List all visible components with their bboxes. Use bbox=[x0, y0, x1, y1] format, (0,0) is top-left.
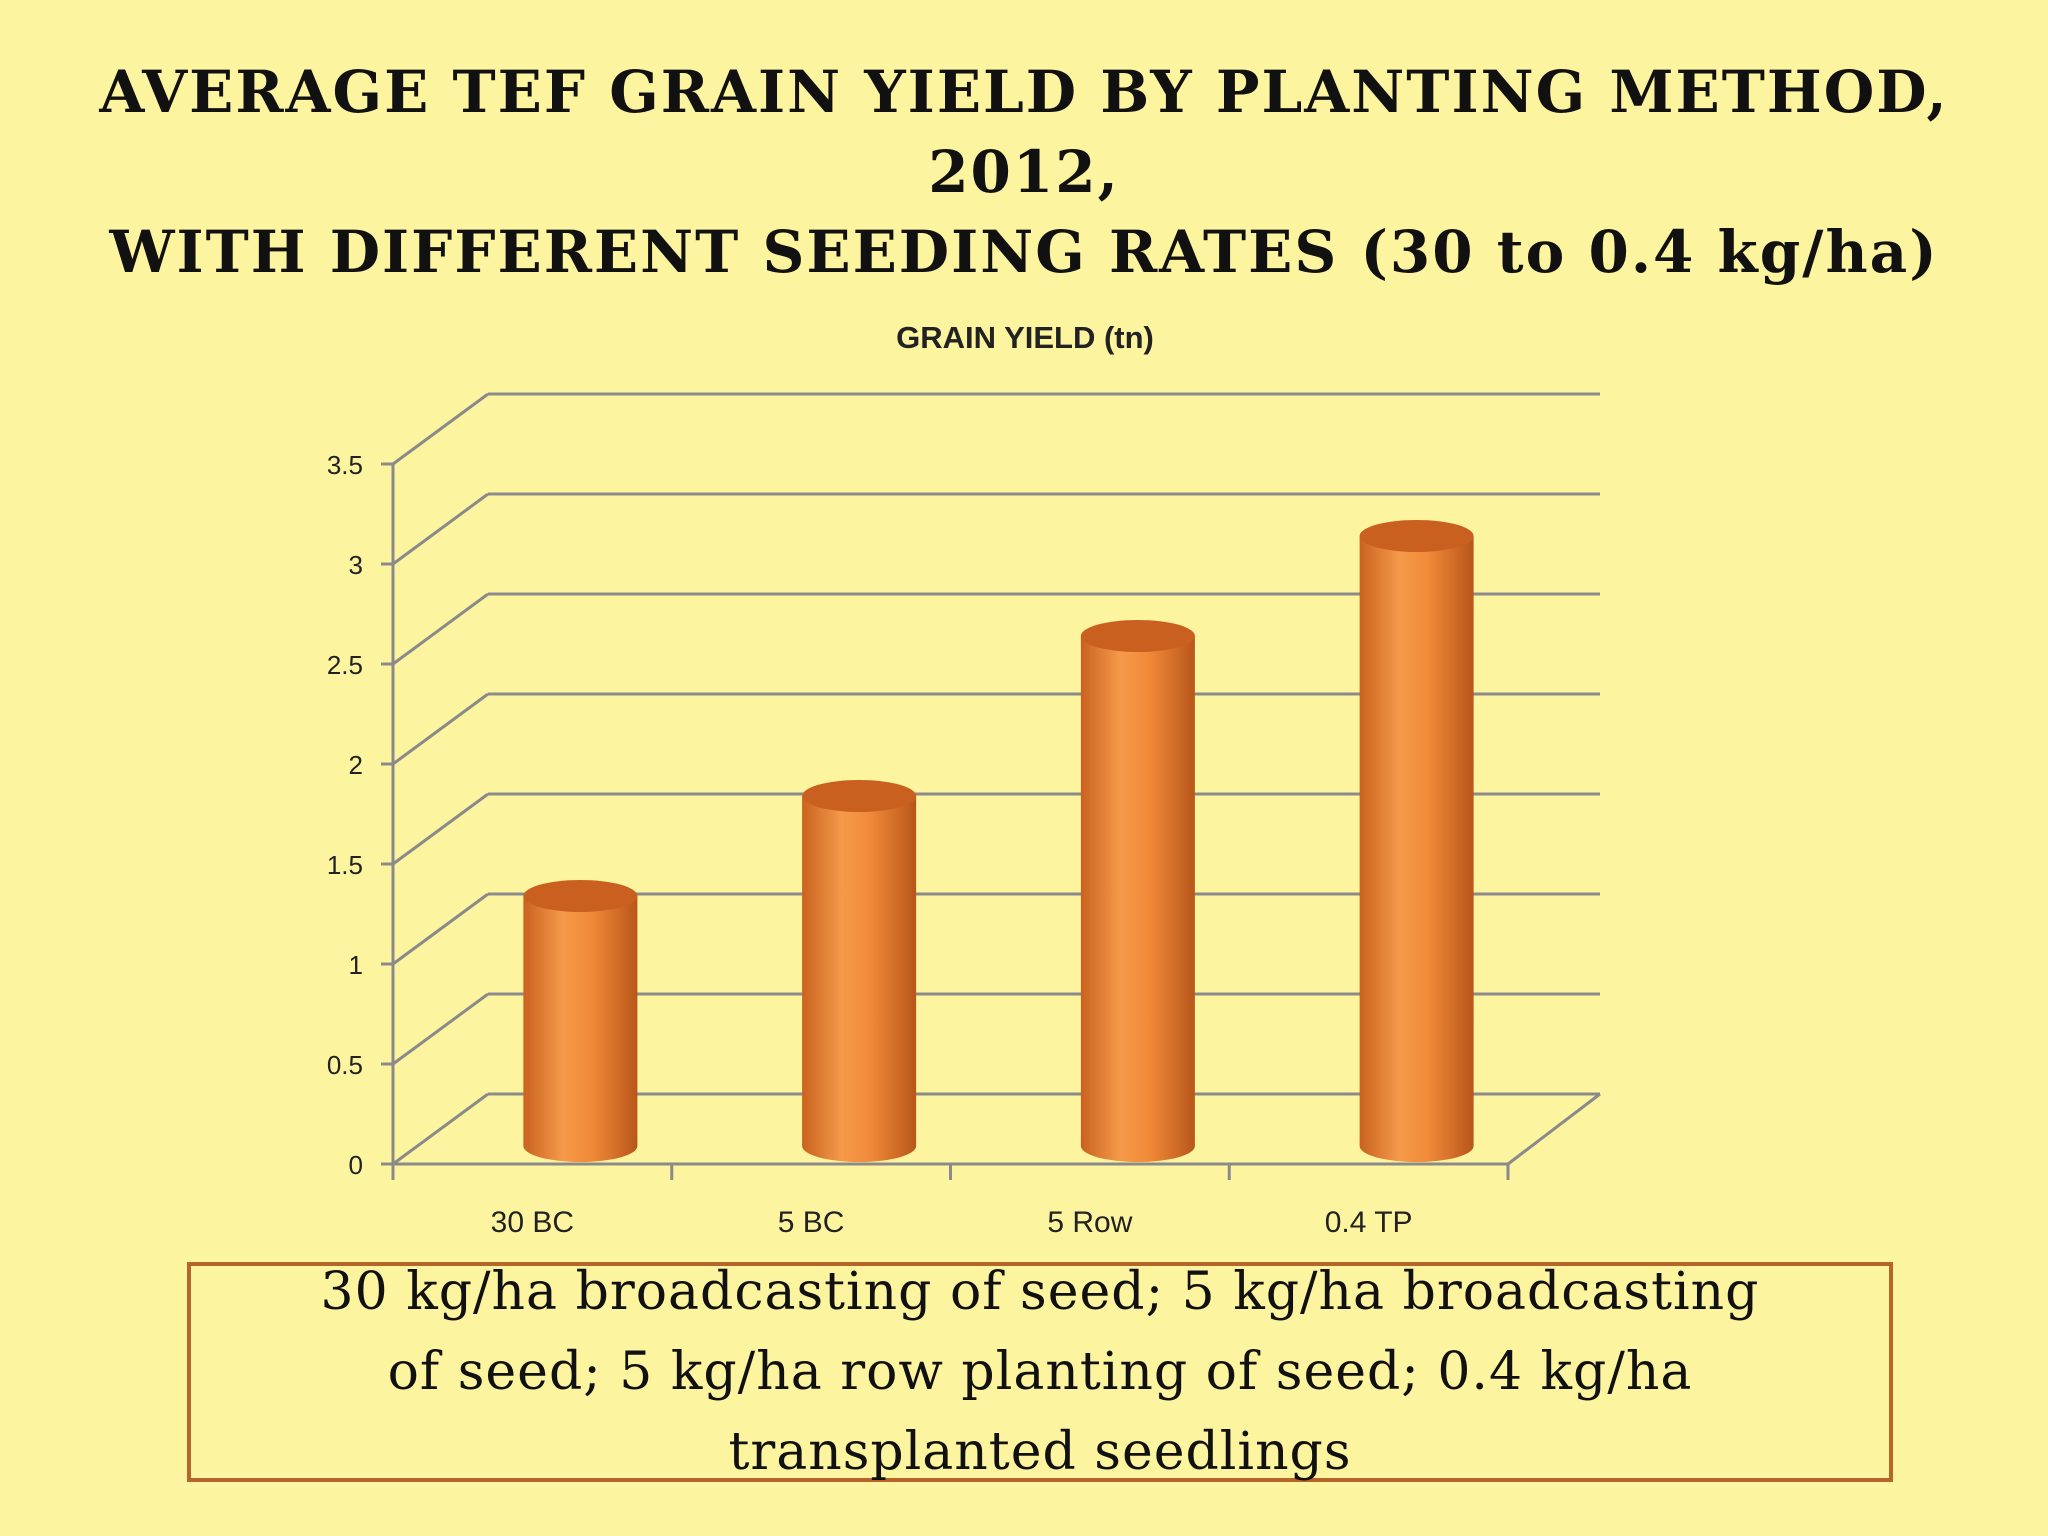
chart-title: GRAIN YIELD (tn) bbox=[896, 320, 1154, 355]
bar bbox=[1359, 520, 1474, 1162]
y-tick-label: 2 bbox=[349, 750, 363, 780]
bar-top bbox=[1080, 620, 1195, 652]
bar-top bbox=[1359, 520, 1474, 552]
bar-body bbox=[1080, 636, 1195, 1162]
gridline-side bbox=[392, 492, 489, 566]
gridline-side bbox=[392, 1092, 489, 1166]
y-tick-label: 1 bbox=[349, 950, 363, 980]
bar-chart: GRAIN YIELD (tn) 0 0.5 1 1.5 2 2.5 3 3.5 30 BC 5 … bbox=[327, 320, 1601, 1239]
gridline-side bbox=[392, 392, 489, 466]
caption-text: 30 kg/ha broadcasting of seed; 5 kg/ha b… bbox=[320, 1262, 1760, 1482]
slide-title: AVERAGE TEF GRAIN YIELD BY PLANTING METH… bbox=[0, 52, 2048, 292]
title-line-1: AVERAGE TEF GRAIN YIELD BY PLANTING METH… bbox=[99, 58, 1949, 126]
floor-edge bbox=[1507, 1092, 1601, 1166]
x-tick-label: 30 BC bbox=[491, 1206, 574, 1239]
y-tick-label: 1.5 bbox=[327, 850, 363, 880]
gridline-side bbox=[392, 792, 489, 866]
bar bbox=[802, 780, 917, 1162]
x-tick-label: 5 BC bbox=[778, 1206, 845, 1239]
x-tick-label: 0.4 TP bbox=[1325, 1206, 1413, 1239]
y-tick-label: 3 bbox=[349, 550, 363, 580]
gridline-side bbox=[392, 892, 489, 966]
bar-top bbox=[802, 780, 917, 812]
x-tick-label: 5 Row bbox=[1047, 1206, 1132, 1239]
y-tick-label: 0.5 bbox=[327, 1050, 363, 1080]
gridline-side bbox=[392, 592, 489, 666]
caption-box: 30 kg/ha broadcasting of seed; 5 kg/ha b… bbox=[187, 1262, 1893, 1482]
title-line-3: WITH DIFFERENT SEEDING RATES (30 to 0.4 … bbox=[109, 218, 1939, 286]
bar bbox=[523, 880, 638, 1162]
y-tick-label: 3.5 bbox=[327, 450, 363, 480]
bar-body bbox=[802, 796, 917, 1162]
y-tick-label: 0 bbox=[349, 1150, 363, 1180]
bar-top bbox=[523, 880, 638, 912]
title-line-2: 2012, bbox=[928, 138, 1120, 206]
y-tick-label: 2.5 bbox=[327, 650, 363, 680]
bar-body bbox=[523, 896, 638, 1162]
gridline-side bbox=[392, 992, 489, 1066]
bar bbox=[1080, 620, 1195, 1162]
gridline-side bbox=[392, 692, 489, 766]
bar-body bbox=[1359, 536, 1474, 1162]
